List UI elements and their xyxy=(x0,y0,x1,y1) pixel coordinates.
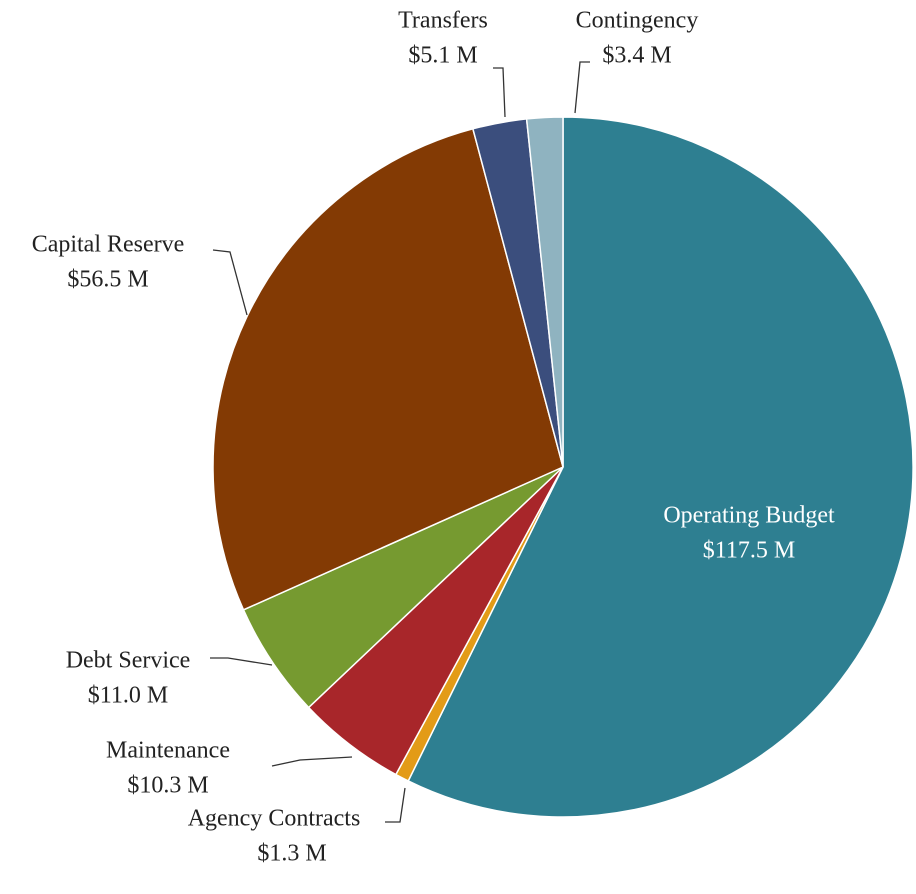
leader-line xyxy=(271,756,353,767)
slice-value-label: $56.5 M xyxy=(67,267,148,293)
slice-label: Debt Service xyxy=(66,648,191,674)
slice-label: Capital Reserve xyxy=(32,232,185,258)
pie-slice xyxy=(407,116,914,818)
slice-label: Transfers xyxy=(398,8,488,34)
pie-slice xyxy=(525,116,564,468)
pie-slice xyxy=(212,127,564,611)
slice-value-label: $10.3 M xyxy=(127,773,208,799)
slice-label: Agency Contracts xyxy=(188,806,361,832)
slice-value-label: $11.0 M xyxy=(88,683,168,709)
slice-label: Maintenance xyxy=(106,738,230,764)
leader-line xyxy=(385,787,406,823)
leader-line xyxy=(574,61,590,114)
slice-label: Contingency xyxy=(576,8,699,34)
slice-label: Operating Budget xyxy=(663,503,835,529)
slice-value-label: $1.3 M xyxy=(257,841,326,867)
leader-line xyxy=(493,67,506,118)
slice-value-label: $5.1 M xyxy=(408,43,477,69)
slice-value-label: $3.4 M xyxy=(602,43,671,69)
slice-value-label: $117.5 M xyxy=(703,538,795,564)
leader-line xyxy=(212,249,248,316)
leader-line xyxy=(210,657,273,666)
